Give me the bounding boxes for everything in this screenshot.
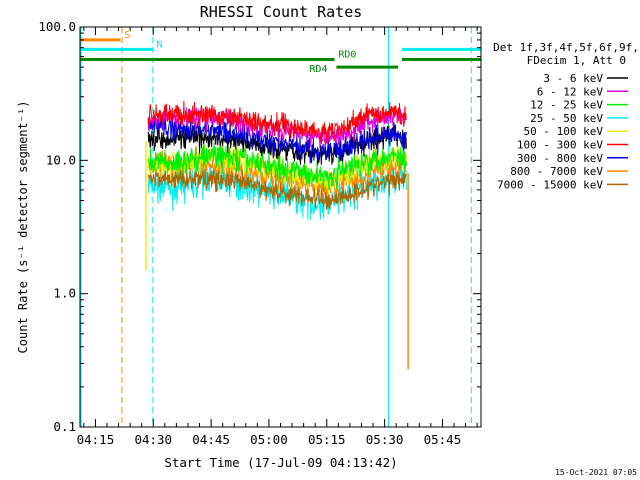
status-label-n: N bbox=[156, 39, 162, 50]
x-tick-label: 04:45 bbox=[192, 432, 230, 447]
legend-label-7000-15000-kev: 7000 - 15000 keV bbox=[497, 178, 603, 191]
legend-label-3-6-kev: 3 - 6 keV bbox=[543, 72, 603, 85]
status-label-rd0: RD0 bbox=[338, 50, 356, 61]
legend-title-line-1: Det 1f,3f,4f,5f,6f,9f, bbox=[493, 41, 639, 54]
legend-label-50-100-kev: 50 - 100 keV bbox=[524, 125, 604, 138]
series-100-300-kev bbox=[147, 100, 407, 145]
legend-label-6-12-kev: 6 - 12 keV bbox=[537, 85, 604, 98]
y-axis-label: Count Rate (s⁻¹ detector segment⁻¹) bbox=[16, 101, 30, 354]
legend-title-line-2: FDecim 1, Att 0 bbox=[527, 54, 626, 67]
x-tick-label: 05:15 bbox=[308, 432, 346, 447]
status-label-s: S bbox=[124, 30, 130, 41]
y-tick-label: 10.0 bbox=[46, 152, 76, 167]
series-300-800-kev bbox=[147, 115, 407, 164]
x-tick-label: 05:00 bbox=[250, 432, 288, 447]
timestamp: 15-Oct-2021 07:05 bbox=[555, 468, 637, 477]
x-tick-label: 04:30 bbox=[134, 432, 172, 447]
chart-title: RHESSI Count Rates bbox=[200, 3, 363, 21]
legend-label-25-50-kev: 25 - 50 keV bbox=[530, 112, 603, 125]
x-tick-label: 04:15 bbox=[77, 432, 115, 447]
vertical-markers bbox=[80, 27, 472, 427]
status-label-rd4: RD4 bbox=[309, 64, 327, 75]
series-12-25-kev bbox=[147, 143, 407, 193]
legend-label-300-800-kev: 300 - 800 keV bbox=[517, 152, 603, 165]
legend-label-100-300-kev: 100 - 300 keV bbox=[517, 139, 603, 152]
x-tick-label: 05:45 bbox=[424, 432, 462, 447]
y-tick-label: 1.0 bbox=[53, 286, 76, 301]
status-bars: S N RD0 RD4 bbox=[80, 30, 481, 75]
x-axis-label: Start Time (17-Jul-09 04:13:42) bbox=[164, 455, 397, 470]
axes: 04:15 04:30 04:45 05:00 05:15 05:30 05:45 0.1 1.… bbox=[38, 19, 481, 447]
series-layer bbox=[145, 100, 409, 370]
legend-label-12-25-kev: 12 - 25 keV bbox=[530, 99, 603, 112]
x-tick-label: 05:30 bbox=[366, 432, 404, 447]
series-7000-15000-kev bbox=[147, 164, 407, 211]
legend-label-800-7000-kev: 800 - 7000 keV bbox=[510, 165, 603, 178]
y-tick-label: 0.1 bbox=[53, 419, 76, 434]
y-tick-label: 100.0 bbox=[38, 19, 76, 34]
